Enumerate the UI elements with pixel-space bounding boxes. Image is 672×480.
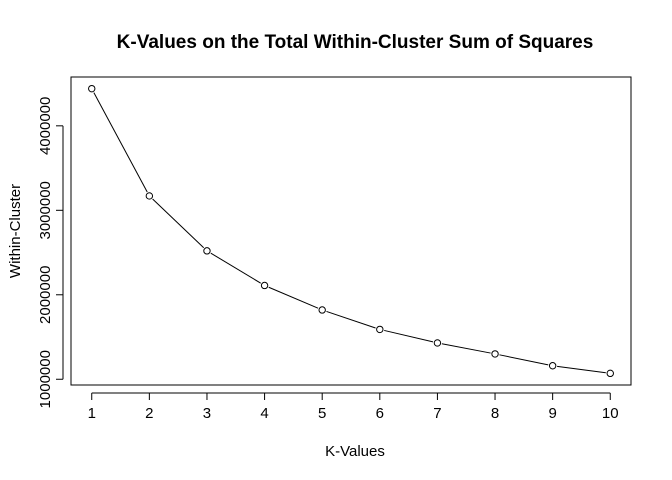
data-point <box>606 369 614 378</box>
y-axis-label: Within-Cluster <box>7 184 24 278</box>
series-line-segment <box>210 252 261 284</box>
series-line-segment <box>557 365 606 374</box>
x-tick-label: 10 <box>602 405 619 422</box>
series-line-segment <box>441 343 491 354</box>
data-point <box>88 84 96 93</box>
data-point <box>260 281 269 290</box>
series-line-segment <box>152 198 205 249</box>
x-tick-label: 7 <box>433 405 441 422</box>
x-tick-label: 6 <box>376 405 384 422</box>
data-point <box>491 350 499 358</box>
data-point <box>318 306 326 314</box>
x-tick-label: 9 <box>548 405 556 422</box>
x-tick-label: 1 <box>88 405 96 422</box>
series-line-segment <box>268 286 319 309</box>
series-within-cluster <box>88 84 614 378</box>
series-line-segment <box>93 92 148 193</box>
series-line-segment <box>326 310 376 329</box>
data-point <box>145 192 154 200</box>
x-tick-label: 4 <box>260 405 268 422</box>
data-point <box>433 339 442 347</box>
plot-frame <box>70 76 632 386</box>
x-tick-label: 2 <box>145 405 153 422</box>
y-tick-label: 1000000 <box>37 350 54 408</box>
data-point <box>203 247 211 255</box>
y-tick-label: 4000000 <box>37 97 54 155</box>
x-axis: 1 2 3 4 5 6 7 8 9 10 <box>88 392 619 422</box>
x-tick-label: 8 <box>491 405 499 422</box>
y-tick-label: 2000000 <box>37 266 54 324</box>
chart-title: K-Values on the Total Within-Cluster Sum… <box>117 32 594 53</box>
x-axis-label: K-Values <box>325 443 385 460</box>
y-axis: 1000000 2000000 3000000 4000000 <box>37 97 64 408</box>
x-tick-label: 3 <box>203 405 211 422</box>
x-tick-label: 5 <box>318 405 326 422</box>
series-line-segment <box>384 329 434 343</box>
series-line-segment <box>499 354 549 366</box>
data-point <box>376 325 384 334</box>
data-point <box>548 362 557 370</box>
y-tick-label: 3000000 <box>37 181 54 239</box>
